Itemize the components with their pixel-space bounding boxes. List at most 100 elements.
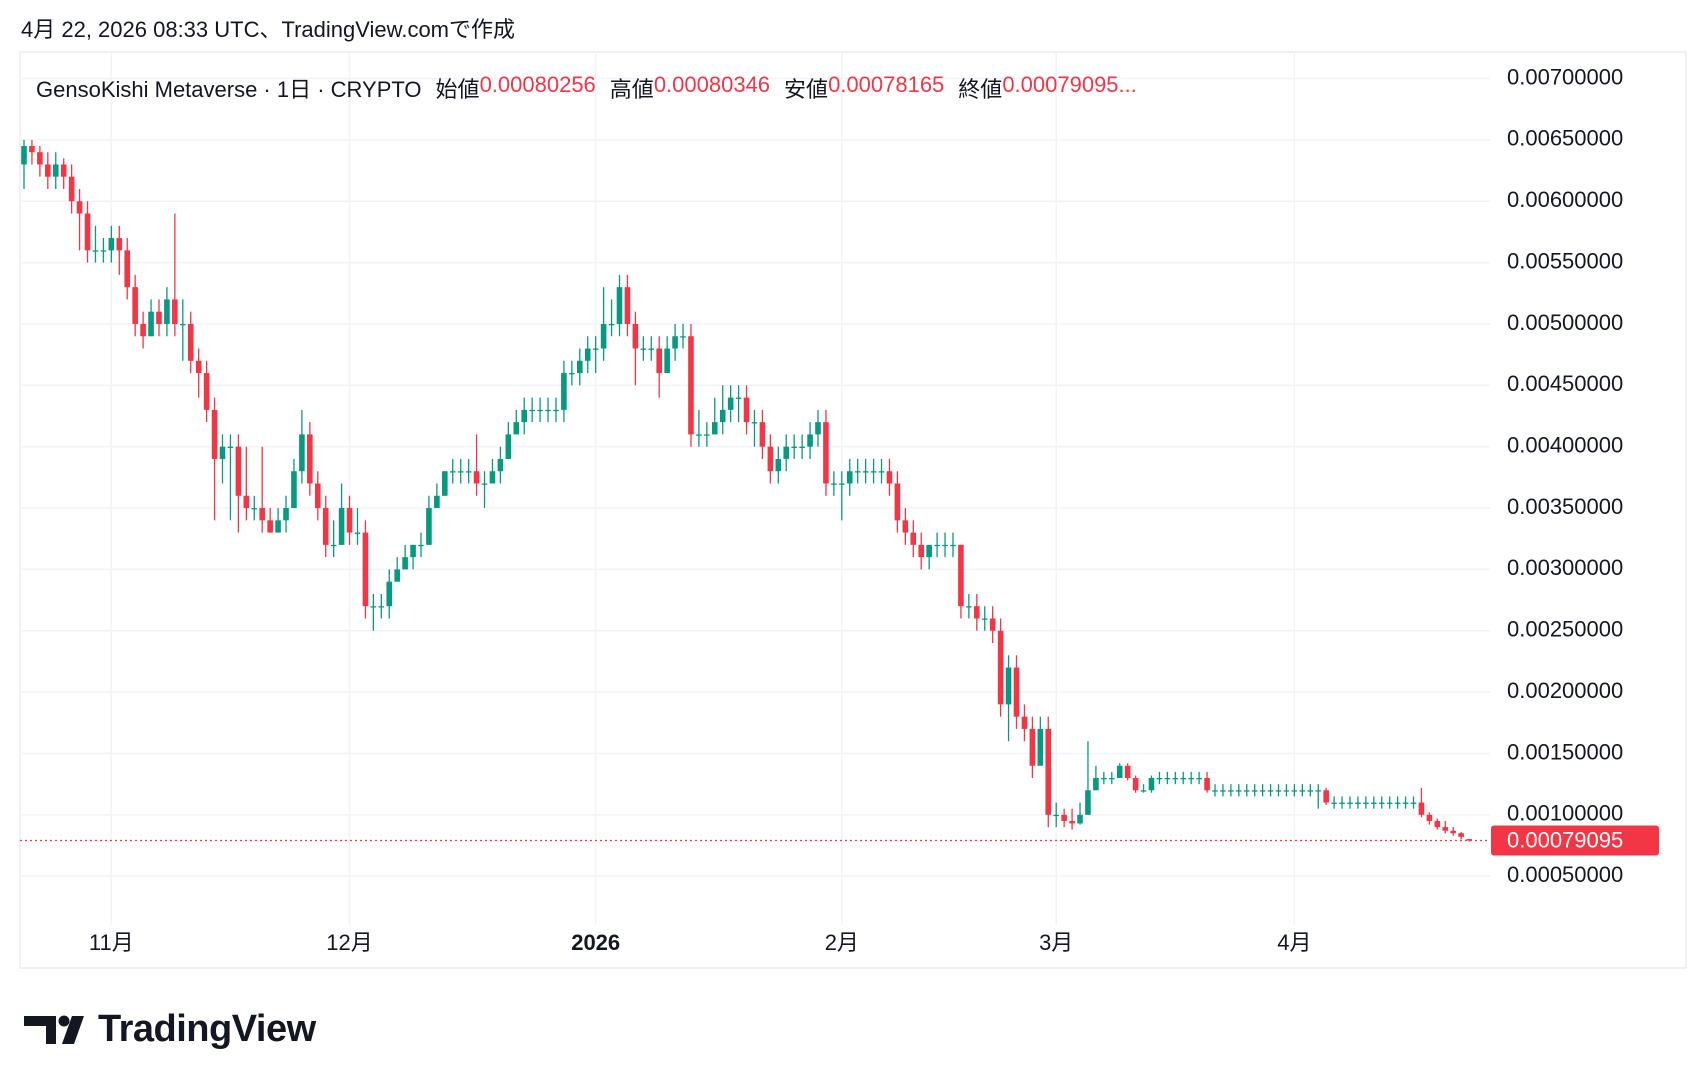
candle-body <box>989 618 996 631</box>
candle-body <box>1116 765 1123 779</box>
candle-body <box>696 434 702 436</box>
candle-body <box>1299 790 1306 792</box>
candle-body <box>1140 790 1147 792</box>
candle-body <box>481 483 488 485</box>
candle-body <box>426 508 432 545</box>
candle-body <box>1180 778 1187 780</box>
candle-body <box>886 471 893 484</box>
candle-body <box>1196 778 1202 780</box>
candle-body <box>513 422 520 435</box>
candle-body <box>1124 765 1131 779</box>
candle-body <box>799 446 805 448</box>
candle-body <box>60 164 67 177</box>
legend-value: 0.00078165 <box>828 72 945 97</box>
candle-body <box>354 532 361 534</box>
candle-body <box>378 606 385 608</box>
candle-body <box>1347 802 1353 804</box>
candle-body <box>84 213 91 251</box>
y-tick-label: 0.00300000 <box>1507 555 1623 580</box>
candle-body <box>1069 820 1075 824</box>
candle-body <box>21 146 27 165</box>
candle-body <box>1037 728 1044 766</box>
y-tick-label: 0.00500000 <box>1507 310 1623 335</box>
candle-body <box>1029 728 1036 766</box>
candle-body <box>958 544 964 607</box>
candle-body <box>283 508 289 521</box>
y-tick-label: 0.00600000 <box>1507 187 1623 212</box>
candle-body <box>1148 778 1155 791</box>
candle-body <box>966 606 972 608</box>
candle-body <box>624 287 631 324</box>
candle-body <box>1013 667 1020 717</box>
candle-body <box>894 483 901 521</box>
x-tick-label: 12月 <box>326 930 372 955</box>
candle-body <box>719 409 726 423</box>
candle-body <box>1331 802 1337 804</box>
candle-body <box>473 471 480 484</box>
candle-body <box>1291 790 1298 792</box>
candle-body <box>1355 802 1361 804</box>
candle-body <box>902 520 909 533</box>
candle-body <box>1172 778 1179 780</box>
legend-value: 0.00079095... <box>1002 72 1137 97</box>
candle-body <box>791 446 797 448</box>
candle-body <box>640 348 647 350</box>
candle-body <box>172 299 178 324</box>
logo-mark <box>62 1016 84 1044</box>
candle-body <box>457 471 464 473</box>
last-price-label: 0.00079095 <box>1507 827 1623 852</box>
candle-body <box>370 606 377 608</box>
candle-body <box>1251 790 1258 792</box>
candle-body <box>711 422 718 435</box>
candle-body <box>108 238 115 251</box>
candle-body <box>211 409 218 459</box>
candle-body <box>823 422 829 484</box>
y-tick-label: 0.00550000 <box>1507 248 1623 273</box>
y-tick-label: 0.00150000 <box>1507 739 1623 764</box>
candle-body <box>156 311 162 324</box>
candle-body <box>831 483 837 485</box>
candle-body <box>1243 790 1250 792</box>
candle-body <box>251 508 258 510</box>
candle-body <box>1315 790 1322 792</box>
y-tick-label: 0.00350000 <box>1507 494 1623 519</box>
candle-body <box>997 630 1004 705</box>
y-tick-label: 0.00400000 <box>1507 432 1623 457</box>
candle-body <box>735 397 742 399</box>
candle-body <box>1402 802 1409 804</box>
x-tick-label: 3月 <box>1039 930 1073 955</box>
y-tick-label: 0.00200000 <box>1507 678 1623 703</box>
candle-body <box>140 323 146 337</box>
candle-body <box>322 508 329 545</box>
candle-body <box>410 544 416 558</box>
candle-body <box>267 520 273 533</box>
candle-body <box>1005 667 1012 705</box>
legend: GensoKishi Metaverse · 1日 · CRYPTO 始値 0.0… <box>36 72 1151 104</box>
candle-body <box>243 495 250 509</box>
candle-body <box>1307 790 1314 792</box>
candle-body <box>1394 802 1401 804</box>
candle-body <box>1363 802 1369 804</box>
last-price-tag <box>1491 825 1659 856</box>
candle-body <box>465 471 472 473</box>
candle-body <box>1212 790 1218 792</box>
candle-body <box>505 434 512 459</box>
legend-field: 始値 <box>435 77 480 102</box>
candle-body <box>839 483 845 485</box>
candle-body <box>497 458 504 472</box>
candle-body <box>37 152 43 165</box>
candle-body <box>116 238 123 251</box>
legend-value: 0.00080256 <box>479 72 596 97</box>
candle-body <box>203 373 210 410</box>
candle-body <box>1339 802 1345 804</box>
candle-body <box>767 446 774 472</box>
candle-body <box>1259 790 1266 792</box>
candle-body <box>362 532 369 607</box>
candle-body <box>1410 802 1417 804</box>
candle-body <box>561 373 567 410</box>
candle-body <box>1434 820 1441 828</box>
y-tick-label: 0.00250000 <box>1507 617 1623 642</box>
candle-body <box>1386 802 1393 804</box>
candle-body <box>299 434 305 472</box>
